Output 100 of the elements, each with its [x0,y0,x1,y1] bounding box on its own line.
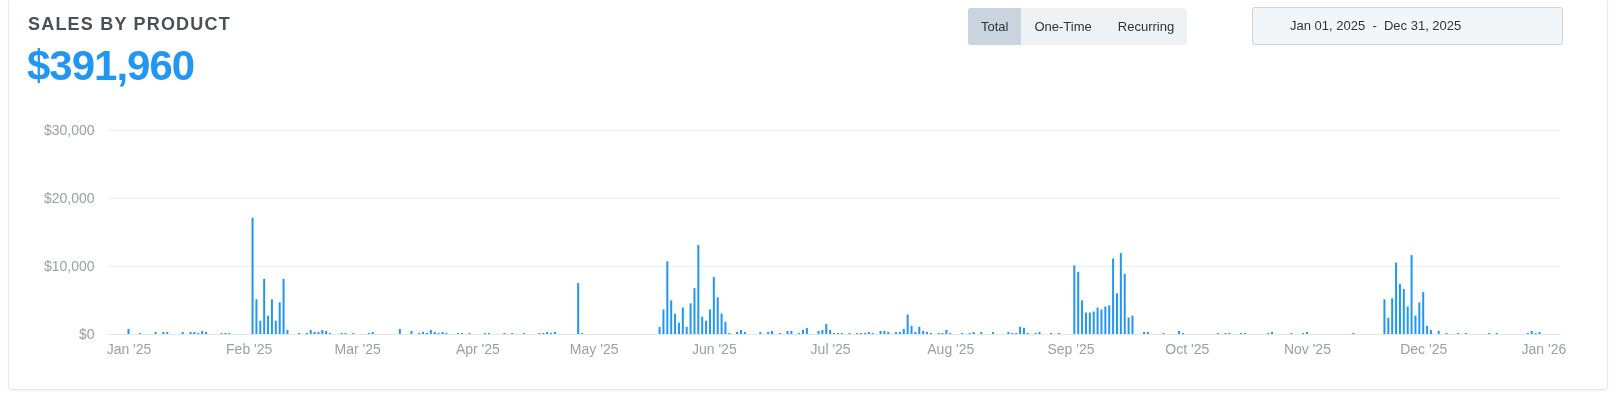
bar [712,276,715,334]
bar [1104,306,1107,334]
bar [1088,312,1091,334]
bar [1007,331,1010,334]
bar [1402,289,1405,334]
bar [1429,329,1432,334]
bar [1146,331,1149,334]
bar [577,283,580,334]
bar [1418,302,1421,334]
bar [325,330,328,334]
bar [1127,317,1130,334]
bar [670,300,673,334]
bar [1538,331,1541,334]
bar [825,323,828,334]
bar [693,288,696,334]
bar [801,329,804,334]
bar [701,316,704,334]
bar [705,320,708,334]
bar [251,217,254,334]
bar [1123,273,1126,334]
bar [945,329,948,334]
bar [282,278,285,334]
bar [274,320,277,334]
bar [720,313,723,334]
bar [1422,292,1425,334]
bar [895,331,898,334]
bar [166,331,169,334]
bar [887,331,890,334]
bar [1092,311,1095,334]
text: Jan 01, 2025 - Dec 31, 2025 [1290,17,1462,35]
bar [1073,265,1076,334]
bar [736,331,739,334]
text: Recurring [1116,18,1176,36]
bar [270,299,273,334]
x-tick-label: Aug '25 [927,340,975,357]
x-tick-label: Nov '25 [1283,340,1332,357]
bar [267,315,270,334]
bar [685,326,688,334]
bar [821,329,824,334]
bar [263,278,266,334]
bar [398,328,401,334]
chart-title: SALES BY PRODUCT [28,14,231,35]
bar [898,331,901,334]
bar [1112,258,1115,334]
y-tick-label: $0 [78,325,95,342]
bar [1410,255,1413,334]
bar [759,331,762,334]
bar [790,330,793,334]
bar [1019,326,1022,334]
bar [991,331,994,334]
chart-subtitle: $391,960 [27,42,195,90]
bar [1038,331,1041,334]
bar [716,297,719,334]
bar [1395,262,1398,334]
bar [1391,298,1394,334]
bar [674,313,677,334]
bar [546,331,549,334]
bar [309,329,312,334]
bar [1406,306,1409,334]
x-tick-label: Jan '26 [1521,340,1567,357]
bar [1108,305,1111,334]
bar [767,331,770,334]
bar [259,320,262,334]
bar [980,331,983,334]
bar [786,330,789,334]
bar [205,331,208,334]
y-tick-label: $10,000 [43,257,95,274]
bar [666,261,669,334]
bar [1081,300,1084,334]
bar [1143,331,1146,334]
bar [313,331,316,334]
bar [1271,331,1274,334]
text: Total [968,8,1022,45]
bar [867,331,870,334]
bar [1383,299,1386,334]
bar [429,329,432,334]
bar [1100,309,1103,334]
bar [906,314,909,334]
x-tick-label: Oct '25 [1165,340,1210,357]
bar [1022,327,1025,334]
x-tick-label: Jan '25 [106,340,152,357]
bar [1398,284,1401,334]
bar [181,331,184,334]
bar [410,330,413,334]
bar [441,331,444,334]
bar [189,331,192,334]
bar [902,328,905,334]
bar [162,331,165,334]
bar [770,330,773,334]
bar [1437,330,1440,334]
bar [1530,330,1533,334]
x-tick-label: Sep '25 [1047,340,1095,357]
bar [918,326,921,334]
bar [321,329,324,334]
x-tick-label: Dec '25 [1400,340,1448,357]
text: One-Time [1033,18,1093,36]
bar [422,331,425,334]
bar [154,331,157,334]
y-tick-label: $30,000 [43,121,95,138]
x-tick-label: Mar '25 [334,340,382,357]
